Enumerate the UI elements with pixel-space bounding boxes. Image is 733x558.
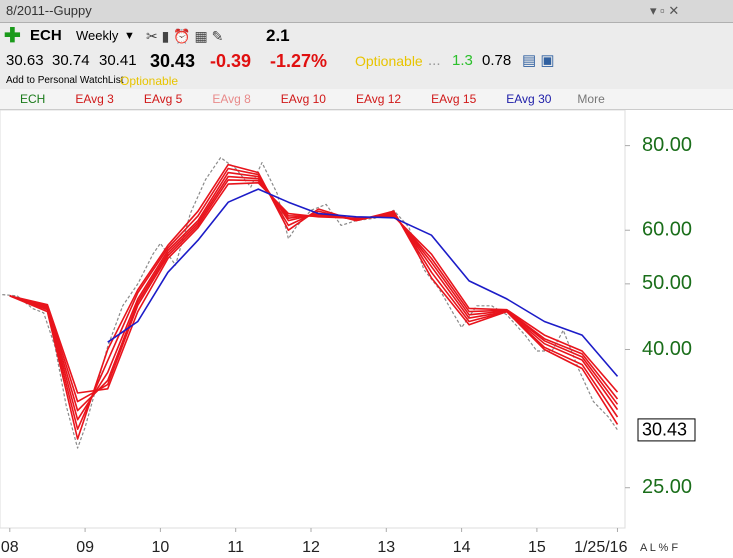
period-select[interactable]: Weekly bbox=[76, 28, 119, 43]
y-tick-label: 25.00 bbox=[642, 476, 692, 498]
mode-buttons[interactable]: A L % F bbox=[640, 542, 678, 554]
x-tick-label: 13 bbox=[377, 539, 395, 556]
legend-entry[interactable]: EAvg 8 bbox=[212, 92, 251, 106]
series-line bbox=[9, 182, 619, 394]
y-tick-label: 40.00 bbox=[642, 338, 692, 360]
legend: ECH EAvg 3 EAvg 5 EAvg 8 EAvg 10 EAvg 12 EAvg … bbox=[0, 89, 733, 110]
toolbar: ✚ ECH Weekly ▼ ✂ ▮ ⏰ ▦ ✎ 2.1 bbox=[0, 23, 733, 49]
optionable: Optionable bbox=[355, 53, 423, 69]
window-title: 8/2011--Guppy bbox=[6, 3, 92, 18]
y-tick-label: 60.00 bbox=[642, 219, 692, 241]
toolbar-value: 2.1 bbox=[266, 26, 290, 45]
symbol[interactable]: ECH bbox=[30, 27, 62, 44]
x-tick-label: 09 bbox=[76, 539, 94, 556]
title-bar: 8/2011--Guppy ▾ ▫ ✕ bbox=[0, 0, 733, 23]
legend-entry[interactable]: EAvg 30 bbox=[506, 92, 552, 106]
legend-more[interactable]: More bbox=[577, 92, 605, 106]
low: 30.41 bbox=[99, 52, 137, 69]
period-arrow[interactable]: ▼ bbox=[124, 30, 135, 42]
x-tick-label: 14 bbox=[453, 539, 471, 556]
x-tick-label: 1/25/16 bbox=[574, 539, 627, 556]
legend-entry[interactable]: EAvg 15 bbox=[431, 92, 477, 106]
y-tick-label: 80.00 bbox=[642, 134, 692, 156]
legend-entry[interactable]: EAvg 5 bbox=[143, 92, 183, 106]
series-line bbox=[107, 188, 619, 377]
quote-bar: 30.63 30.74 30.41 30.43 -0.39 -1.27% Opt… bbox=[0, 49, 733, 73]
legend-entry[interactable]: EAvg 10 bbox=[280, 92, 326, 106]
x-tick-label: 10 bbox=[151, 539, 169, 556]
dots: ... bbox=[428, 52, 441, 69]
last: 30.43 bbox=[150, 51, 196, 71]
y-tick-label: 50.00 bbox=[642, 272, 692, 294]
tool-icons[interactable]: ✂ ▮ ⏰ ▦ ✎ bbox=[146, 28, 224, 44]
watchlist-link[interactable]: Add to Personal WatchList bbox=[6, 75, 124, 86]
legend-entry[interactable]: EAvg 3 bbox=[75, 92, 114, 106]
change: -0.39 bbox=[210, 51, 252, 71]
high: 30.74 bbox=[52, 52, 90, 69]
window-buttons[interactable]: ▾ ▫ ✕ bbox=[650, 3, 680, 18]
stat1: 1.3 bbox=[452, 52, 473, 69]
x-tick-label: 12 bbox=[302, 539, 320, 556]
last-price-label: 30.43 bbox=[642, 420, 687, 440]
legend-entry[interactable]: EAvg 12 bbox=[355, 92, 402, 106]
last-price-box bbox=[637, 418, 696, 442]
x-tick-label: 08 bbox=[1, 539, 19, 556]
series-line bbox=[2, 157, 618, 449]
add-button[interactable]: ✚ bbox=[4, 25, 21, 47]
legend-entry[interactable]: ECH bbox=[20, 92, 46, 106]
save-icons[interactable]: ▤ ▣ bbox=[522, 52, 555, 69]
chart: A L % F 25.00 40.00 50.00 60.00 80.00 08 09 10 1… bbox=[0, 110, 696, 556]
x-tick-label: 11 bbox=[227, 539, 244, 556]
x-tick-label: 15 bbox=[528, 539, 546, 556]
sub-bar: Add to Personal WatchList Optionable bbox=[0, 73, 733, 89]
plot-frame bbox=[0, 110, 626, 529]
optionable-tag: Optionable bbox=[120, 74, 179, 88]
open: 30.63 bbox=[6, 52, 44, 69]
stat2: 0.78 bbox=[482, 52, 512, 69]
change-pct: -1.27% bbox=[270, 51, 328, 71]
